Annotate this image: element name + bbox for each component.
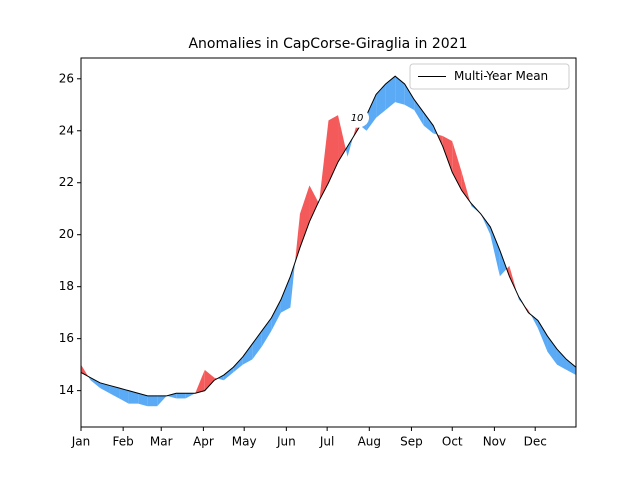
anomaly-fill: [366, 94, 377, 131]
annotation-box: [345, 107, 370, 128]
anomaly-fill: [109, 385, 120, 399]
chart-title: Anomalies in CapCorse-Giraglia in 2021: [188, 36, 467, 52]
anomaly-fill: [461, 172, 471, 202]
anomaly-fill: [499, 250, 507, 277]
anomaly-fill: [509, 265, 517, 293]
anomaly-fill: [280, 276, 291, 313]
anomaly-fill: [528, 310, 531, 315]
anomaly-fill: [537, 320, 548, 352]
anomaly-fill: [385, 76, 396, 110]
anomaly-fill: [516, 292, 519, 300]
plot-frame: [80, 57, 577, 428]
anomaly-fill: [252, 330, 262, 360]
anomaly-fill: [100, 382, 110, 394]
y-tick-label: 26: [59, 71, 74, 85]
y-tick-label: 20: [59, 227, 74, 241]
anomaly-fill: [176, 393, 186, 399]
x-tick-label: Nov: [483, 435, 506, 449]
x-tick-label: Jan: [71, 435, 91, 449]
x-tick-label: Jul: [319, 435, 334, 449]
anomaly-fill: [404, 83, 415, 110]
anomaly-fill: [271, 299, 281, 331]
anomaly-fill: [299, 185, 310, 248]
anomaly-fill: [442, 135, 453, 173]
legend-label: Multi-Year Mean: [454, 69, 548, 83]
anomaly-fill: [242, 343, 253, 365]
mean-line: [80, 75, 577, 397]
anomaly-fill: [233, 356, 243, 373]
anomaly-fill: [338, 115, 346, 162]
y-tick-label: 18: [59, 279, 74, 293]
x-tick-label: Sep: [400, 435, 423, 449]
anomaly-fill: [395, 76, 405, 105]
y-tick-label: 24: [59, 123, 74, 137]
anomaly-fill: [166, 393, 177, 399]
anomaly-fill: [547, 336, 557, 365]
anomaly-fill: [128, 390, 139, 404]
x-tick-label: Feb: [113, 435, 134, 449]
anomaly-fill: [566, 359, 576, 376]
anomaly-fill: [347, 137, 353, 157]
anomaly-fill: [204, 369, 215, 391]
anomaly-fill: [261, 317, 272, 347]
annotation-text: 10: [351, 113, 364, 124]
x-tick-label: May: [232, 435, 257, 449]
anomaly-fill: [490, 226, 500, 277]
anomaly-fill: [452, 141, 462, 191]
anomaly-fill: [556, 349, 567, 370]
anomaly-fill: [530, 314, 538, 329]
legend-box: [409, 63, 570, 90]
anomaly-fill: [309, 185, 319, 222]
anomaly-fill: [414, 99, 424, 126]
x-tick-label: Dec: [524, 435, 547, 449]
anomaly-fill: [185, 393, 196, 399]
anomaly-fill: [138, 393, 148, 407]
anomaly-fill: [90, 377, 101, 389]
anomaly-fill: [147, 395, 158, 407]
y-tick-label: 16: [59, 331, 74, 345]
x-tick-label: Oct: [442, 435, 463, 449]
x-tick-label: Aug: [358, 435, 381, 449]
anomaly-fill: [480, 213, 491, 235]
x-tick-label: Apr: [193, 435, 214, 449]
x-tick-label: Mar: [150, 435, 173, 449]
anomaly-fill: [423, 112, 434, 134]
anomaly-fill: [119, 388, 129, 404]
anomaly-fill: [223, 367, 234, 381]
y-tick-label: 14: [59, 383, 74, 397]
anomaly-fill: [328, 115, 339, 183]
x-tick-label: Jun: [276, 435, 296, 449]
y-tick-label: 22: [59, 175, 74, 189]
anomaly-fill: [157, 395, 167, 407]
anomaly-fill: [195, 369, 205, 394]
anomaly-fill: [81, 364, 89, 377]
anomaly-fill: [319, 120, 329, 201]
